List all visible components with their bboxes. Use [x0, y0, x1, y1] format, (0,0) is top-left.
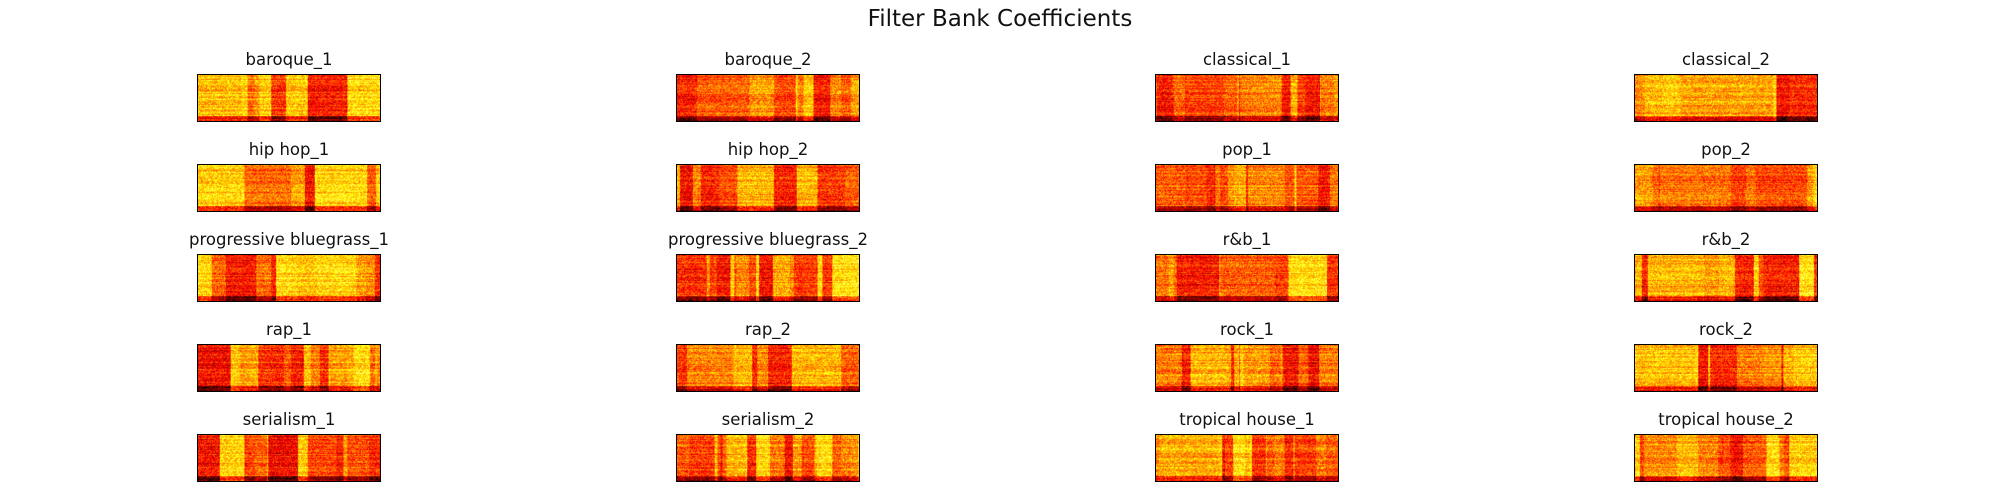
- panel-title: baroque_2: [724, 50, 812, 69]
- heatmap-image: [197, 74, 381, 122]
- heatmap-image: [1155, 254, 1339, 302]
- heatmap-canvas: [1156, 255, 1338, 301]
- heatmap-canvas: [1156, 435, 1338, 481]
- heatmap-image: [676, 434, 860, 482]
- heatmap-image: [1634, 434, 1818, 482]
- heatmap-canvas: [1635, 345, 1817, 391]
- heatmap-image: [1634, 164, 1818, 212]
- panel-title: tropical house_1: [1179, 410, 1315, 429]
- heatmap-image: [676, 74, 860, 122]
- panel-title: tropical house_2: [1658, 410, 1794, 429]
- heatmap-image: [676, 164, 860, 212]
- heatmap-canvas: [677, 345, 859, 391]
- heatmap-image: [1155, 164, 1339, 212]
- heatmap-image: [197, 434, 381, 482]
- heatmap-canvas: [198, 75, 380, 121]
- panel-title: pop_1: [1222, 140, 1272, 159]
- heatmap-canvas: [1156, 75, 1338, 121]
- panel-title: classical_1: [1202, 50, 1292, 69]
- heatmap-canvas: [1635, 255, 1817, 301]
- heatmap-image: [1155, 74, 1339, 122]
- heatmap-canvas: [1635, 75, 1817, 121]
- heatmap-image: [197, 254, 381, 302]
- heatmap-image: [1634, 344, 1818, 392]
- heatmap-canvas: [198, 345, 380, 391]
- panel-title: serialism_2: [721, 410, 815, 429]
- panel-title: serialism_1: [242, 410, 336, 429]
- heatmap-image: [676, 344, 860, 392]
- panel-title: progressive bluegrass_1: [189, 230, 389, 249]
- heatmap-canvas: [677, 165, 859, 211]
- heatmap-image: [1634, 74, 1818, 122]
- heatmap-canvas: [1635, 165, 1817, 211]
- heatmap-image: [1155, 344, 1339, 392]
- heatmap-canvas: [198, 435, 380, 481]
- heatmap-image: [1634, 254, 1818, 302]
- heatmap-canvas: [1156, 345, 1338, 391]
- heatmap-image: [197, 164, 381, 212]
- heatmap-canvas: [198, 255, 380, 301]
- panel-title: hip hop_2: [727, 140, 809, 159]
- chart-title: Filter Bank Coefficients: [867, 6, 1133, 32]
- panel-title: rap_1: [265, 320, 313, 339]
- panel-title: baroque_1: [245, 50, 333, 69]
- panel-title: r&b_1: [1222, 230, 1272, 249]
- panel-title: r&b_2: [1701, 230, 1751, 249]
- heatmap-canvas: [1635, 435, 1817, 481]
- heatmap-canvas: [677, 255, 859, 301]
- panel-title: progressive bluegrass_2: [668, 230, 868, 249]
- heatmap-canvas: [677, 435, 859, 481]
- panel-title: rap_2: [744, 320, 792, 339]
- panel-title: pop_2: [1701, 140, 1751, 159]
- heatmap-image: [676, 254, 860, 302]
- panel-title: hip hop_1: [248, 140, 330, 159]
- heatmap-canvas: [198, 165, 380, 211]
- heatmap-image: [197, 344, 381, 392]
- heatmap-image: [1155, 434, 1339, 482]
- panel-title: rock_1: [1220, 320, 1274, 339]
- heatmap-canvas: [1156, 165, 1338, 211]
- heatmap-canvas: [677, 75, 859, 121]
- panel-title: classical_2: [1681, 50, 1771, 69]
- panel-title: rock_2: [1699, 320, 1753, 339]
